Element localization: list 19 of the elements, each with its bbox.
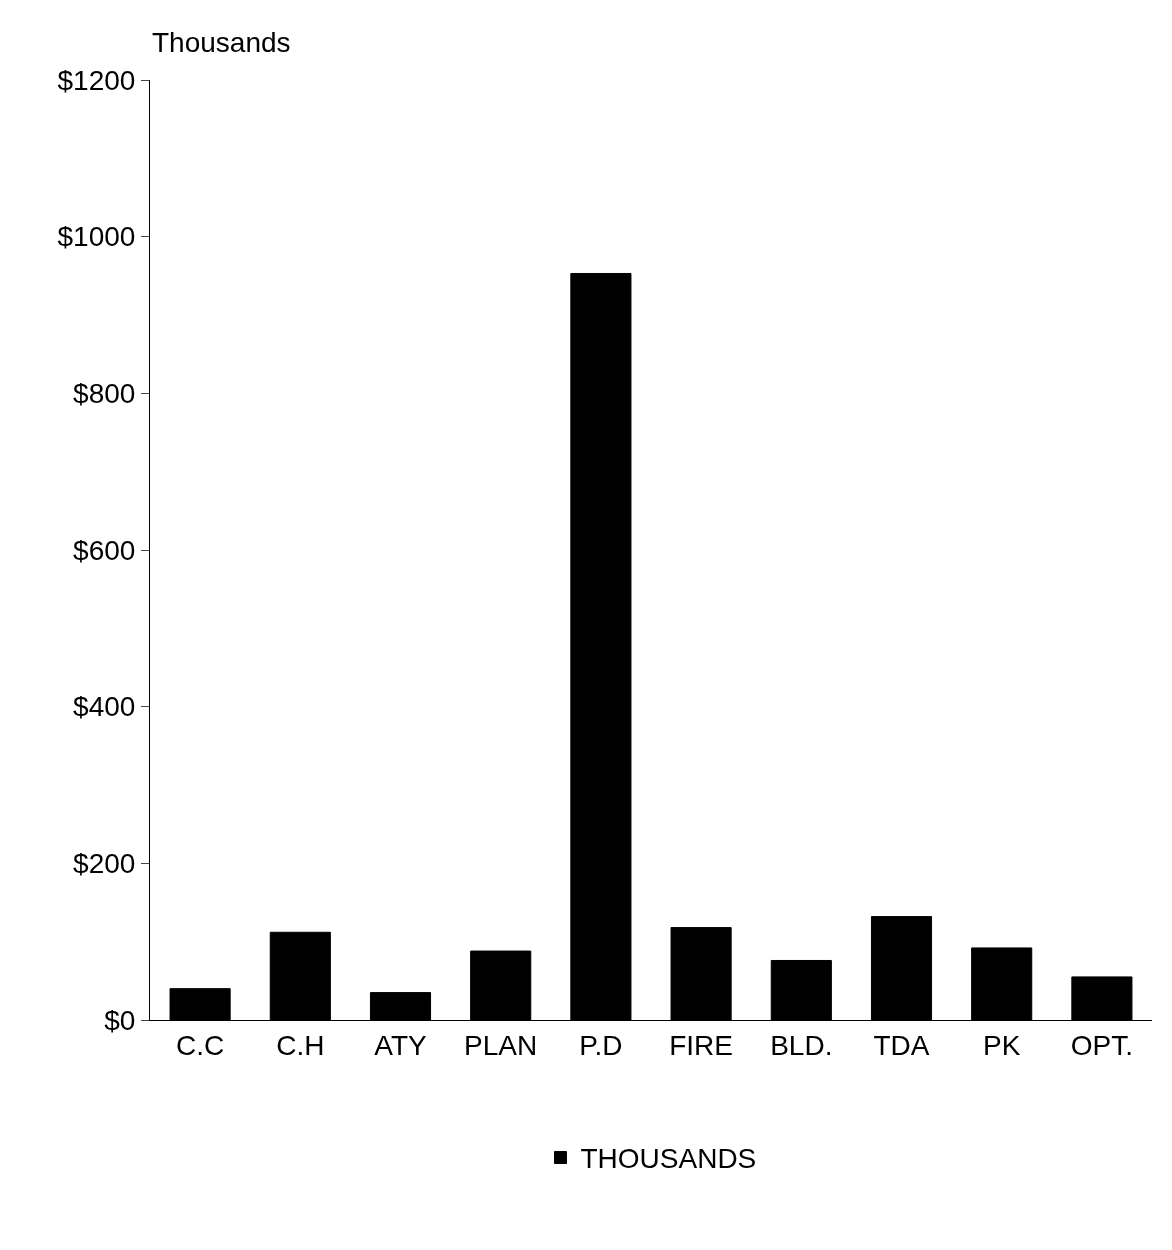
x-tick-label: BLD.: [770, 1029, 833, 1061]
x-tick-label: FIRE: [669, 1029, 733, 1061]
x-tick-label: ATY: [374, 1029, 428, 1061]
y-tick-label: $1000: [57, 221, 136, 253]
y-tick-label: $0: [104, 1004, 136, 1036]
legend-label: THOUSANDS: [580, 1143, 757, 1175]
x-tick-label: PLAN: [464, 1029, 538, 1061]
y-axis-title: Thousands: [152, 27, 291, 58]
y-tick-label: $600: [73, 534, 136, 566]
x-tick-label: P.D: [579, 1029, 623, 1061]
y-tick-label: $800: [73, 378, 136, 410]
x-tick-label: C.H: [276, 1029, 325, 1061]
y-tick-label: $400: [73, 691, 136, 723]
x-tick-label: PK: [983, 1029, 1021, 1061]
x-tick-label: OPT.: [1070, 1029, 1134, 1061]
x-tick-label: C.C: [175, 1029, 225, 1061]
y-tick-label: $1200: [57, 64, 136, 96]
x-tick-label: TDA: [873, 1029, 930, 1061]
y-tick-label: $200: [73, 848, 136, 880]
